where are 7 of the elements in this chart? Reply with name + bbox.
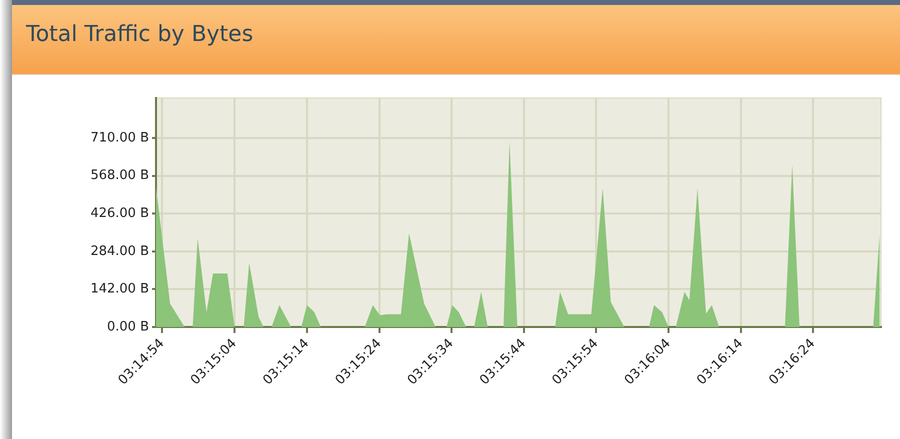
y-tick-label: 0.00 B	[107, 319, 149, 334]
chart-title: Total Traffic by Bytes	[26, 22, 254, 47]
y-tick-label: 142.00 B	[90, 282, 149, 297]
y-tick-label: 284.00 B	[90, 244, 149, 259]
y-tick-label: 426.00 B	[90, 206, 149, 221]
y-tick-label: 710.00 B	[90, 130, 149, 146]
y-tick-label: 568.00 B	[90, 168, 149, 184]
